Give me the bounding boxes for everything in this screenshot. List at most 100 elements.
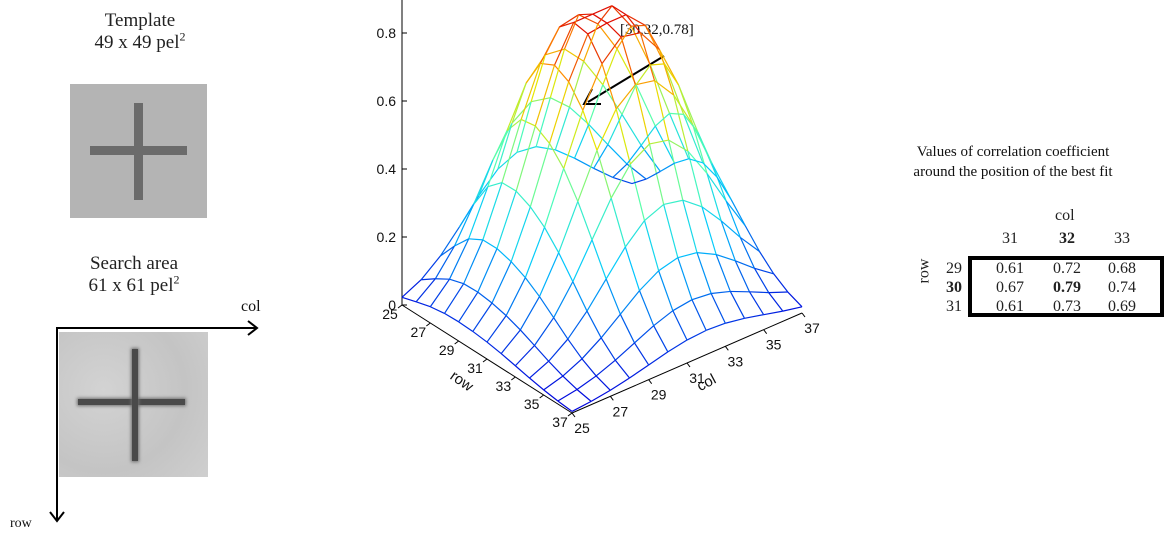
mesh-line [621, 32, 641, 38]
mesh-line [534, 64, 556, 127]
mesh-line [611, 5, 632, 27]
mesh-line [674, 158, 689, 164]
mesh-line [510, 206, 531, 262]
mesh-line [563, 168, 579, 202]
mesh-line [624, 220, 645, 248]
mesh-line [664, 63, 680, 86]
mesh-line [563, 14, 580, 50]
col-tick-mark [648, 379, 653, 384]
mesh-line [524, 277, 540, 297]
search-area-size-text: 61 x 61 pel [88, 275, 174, 296]
mesh-line [633, 342, 650, 366]
mesh-line [550, 97, 570, 108]
mesh-line [763, 310, 783, 316]
mesh-line [548, 81, 570, 144]
search-row-label: row [10, 516, 32, 531]
row-header-29: 29 [946, 260, 962, 277]
mesh-line [729, 291, 746, 319]
mesh-line [682, 200, 698, 253]
row-tick-mark [511, 376, 516, 381]
mesh-line [715, 253, 736, 262]
col-header-31: 31 [1002, 230, 1018, 247]
mesh-line [668, 139, 684, 201]
mesh-line [463, 239, 484, 284]
mesh-line [524, 227, 546, 278]
mesh-line [558, 201, 579, 253]
mesh-line [543, 227, 560, 253]
mesh-line [487, 182, 503, 188]
mesh-line [587, 22, 608, 35]
col-tick-mark [724, 346, 729, 351]
mesh-line [620, 36, 636, 85]
mesh-line [602, 84, 623, 115]
mesh-line [463, 283, 479, 293]
mesh-line [696, 252, 712, 294]
mesh-line [660, 162, 675, 172]
row-tick-label: 27 [411, 324, 427, 340]
mesh-line [706, 173, 722, 221]
mesh-line [691, 299, 707, 331]
mesh-line [568, 33, 589, 82]
mesh-line [516, 146, 537, 153]
mesh-line [505, 315, 521, 331]
mesh-line [567, 338, 583, 360]
mesh-line [600, 337, 616, 361]
mesh-line [639, 32, 660, 51]
template-title: Template [104, 10, 176, 31]
mesh-line [559, 21, 574, 28]
row-tick-mark [426, 322, 431, 327]
row-tick-mark [567, 412, 573, 417]
mesh-line [520, 118, 536, 127]
mesh-line [621, 114, 642, 146]
mesh-line [421, 278, 436, 281]
mesh-line [687, 150, 703, 207]
mesh-line [576, 389, 592, 402]
mesh-line [621, 84, 637, 115]
mesh-line [430, 306, 445, 314]
mesh-line [573, 21, 589, 35]
mesh-line [593, 144, 609, 169]
mesh-line [668, 113, 690, 160]
mesh-line [644, 25, 661, 50]
table-frame [968, 256, 1164, 317]
template-cross-vertical [134, 103, 143, 200]
mesh-line [688, 158, 703, 164]
mesh-line [520, 63, 541, 120]
mesh-line [619, 290, 640, 315]
mesh-line [558, 252, 574, 282]
mesh-line [568, 81, 584, 111]
mesh-line [534, 317, 555, 346]
mesh-line [578, 14, 599, 25]
mesh-line [569, 106, 590, 125]
mesh-line [606, 14, 627, 24]
mesh-line [458, 291, 479, 323]
mesh-line [614, 359, 630, 379]
mesh-line [648, 143, 665, 205]
cell-31-32: 0.73 [1053, 298, 1081, 315]
mesh-line [773, 273, 789, 293]
cell-29-31: 0.61 [996, 260, 1024, 277]
mesh-line [607, 114, 623, 145]
mesh-line [629, 364, 650, 379]
mesh-line [482, 182, 503, 241]
mesh-line [415, 278, 436, 303]
search-axes [49, 320, 259, 523]
mesh-line [439, 245, 455, 257]
mesh-line [658, 270, 674, 311]
mesh-line [486, 315, 507, 343]
template-size: 49 x 49 pel2 [60, 31, 220, 54]
mesh-line [605, 278, 621, 315]
mesh-line [614, 342, 635, 361]
mesh-line [496, 248, 512, 263]
mesh-line [567, 310, 588, 340]
mesh-line [582, 110, 598, 151]
mesh-line [640, 125, 656, 146]
mesh-line [658, 49, 675, 96]
mesh-line [511, 101, 532, 124]
mesh-line [486, 341, 502, 355]
mesh-line [677, 252, 698, 259]
row-tick-mark [397, 304, 403, 309]
mesh-line [697, 131, 713, 164]
mesh-line [611, 5, 627, 16]
mesh-line [529, 143, 551, 207]
